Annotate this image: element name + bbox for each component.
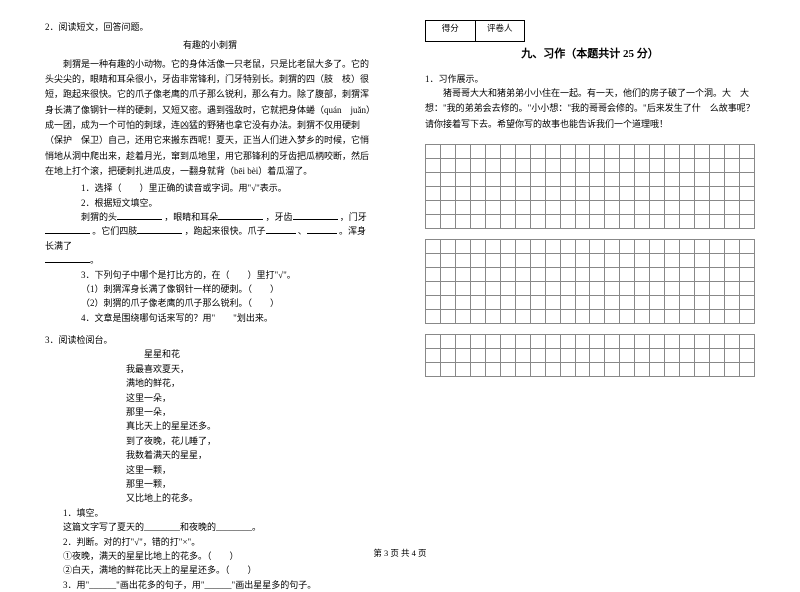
blank (137, 224, 182, 234)
text: ，眼睛和耳朵 (164, 212, 218, 222)
score-label: 得分 (426, 21, 476, 41)
poem-line: 那里一颗， (126, 477, 375, 491)
poem-line: 真比天上的星星还多。 (126, 419, 375, 433)
text: ，牙齿 (266, 212, 293, 222)
text: 。它们四肢 (92, 226, 137, 236)
poem-line: 满地的鲜花， (126, 376, 375, 390)
page-footer: 第 3 页 共 4 页 (0, 547, 800, 559)
writing-grid-area (425, 144, 755, 377)
fill-line-2: 。它们四肢 ，跑起来很快。爪子 、 。浑身长满了 (45, 224, 375, 253)
question-2: 2．阅读短文，回答问题。 (45, 20, 375, 34)
writing-q1: 1．习作展示。 (425, 72, 755, 86)
blank (307, 224, 337, 234)
blank (117, 210, 162, 220)
sub-3: 3．下列句子中哪个是打比方的，在（ ）里打"√"。 (45, 268, 375, 282)
right-column: 得分 评卷人 九、习作（本题共计 25 分） 1．习作展示。 猪哥哥大大和猪弟弟… (400, 0, 800, 565)
score-box: 得分 评卷人 (425, 20, 525, 42)
poem-title: 星星和花 (144, 347, 375, 361)
left-column: 2．阅读短文，回答问题。 有趣的小刺猬 刺猬是一种有趣的小动物。它的身体活像一只… (0, 0, 400, 565)
poem-line: 又比地上的花多。 (126, 491, 375, 505)
text: 刺猬的头 (81, 212, 117, 222)
blank (45, 253, 90, 263)
poem-line: 这里一朵， (126, 391, 375, 405)
sub-3b: （2）刺猬的爪子像老鹰的爪子那么锐利。（ ） (45, 296, 375, 310)
p3: 3．用"______"画出花多的句子，用"______"画出星星多的句子。 (45, 578, 375, 592)
fill-line-1: 刺猬的头 ，眼睛和耳朵 ，牙齿 ，门牙 (45, 210, 375, 224)
grid-block-1 (425, 144, 755, 229)
passage-1: 刺猬是一种有趣的小动物。它的身体活像一只老鼠，只是比老鼠大多了。它的头尖尖的，眼… (45, 57, 375, 179)
sub-1: 1．选择（ ）里正确的读音或字词。用"√"表示。 (45, 181, 375, 195)
text: ，跑起来很快。爪子 (185, 226, 266, 236)
poem-line: 这里一颗， (126, 463, 375, 477)
sub-4: 4．文章是围绕哪句话来写的？用" "划出来。 (45, 311, 375, 325)
poem-line: 到了夜晚，花儿睡了， (126, 434, 375, 448)
sub-2: 2．根据短文填空。 (45, 196, 375, 210)
fill-line-3: 。 (45, 253, 375, 267)
p1-line: 这篇文字写了夏天的________和夜晚的________。 (45, 520, 375, 534)
grader-label: 评卷人 (476, 21, 525, 41)
sub-3a: （1）刺猬浑身长满了像钢针一样的硬刺。（ ） (45, 282, 375, 296)
p1: 1．填空。 (45, 506, 375, 520)
poem-line: 我数着满天的星星， (126, 448, 375, 462)
blank (218, 210, 263, 220)
text: 。 (90, 255, 99, 265)
blank (45, 224, 90, 234)
blank (293, 210, 338, 220)
blank (266, 224, 296, 234)
p2b: ②白天，满地的鲜花比天上的星星还多。（ ） (45, 563, 375, 577)
poem-line: 我最喜欢夏天， (126, 362, 375, 376)
passage-title: 有趣的小刺猬 (45, 38, 375, 52)
text: 、 (298, 226, 307, 236)
grid-block-3 (425, 334, 755, 377)
writing-prompt: 猪哥哥大大和猪弟弟小小住在一起。有一天，他们的房子破了一个洞。大 大想："我的弟… (425, 86, 755, 132)
question-3: 3．阅读检阅台。 (45, 333, 375, 347)
text: ，门牙 (340, 212, 367, 222)
section-title: 九、习作（本题共计 25 分） (425, 46, 755, 64)
poem-body: 我最喜欢夏天， 满地的鲜花， 这里一朵， 那里一朵， 真比天上的星星还多。 到了… (45, 362, 375, 506)
grid-block-2 (425, 239, 755, 324)
poem-line: 那里一朵， (126, 405, 375, 419)
